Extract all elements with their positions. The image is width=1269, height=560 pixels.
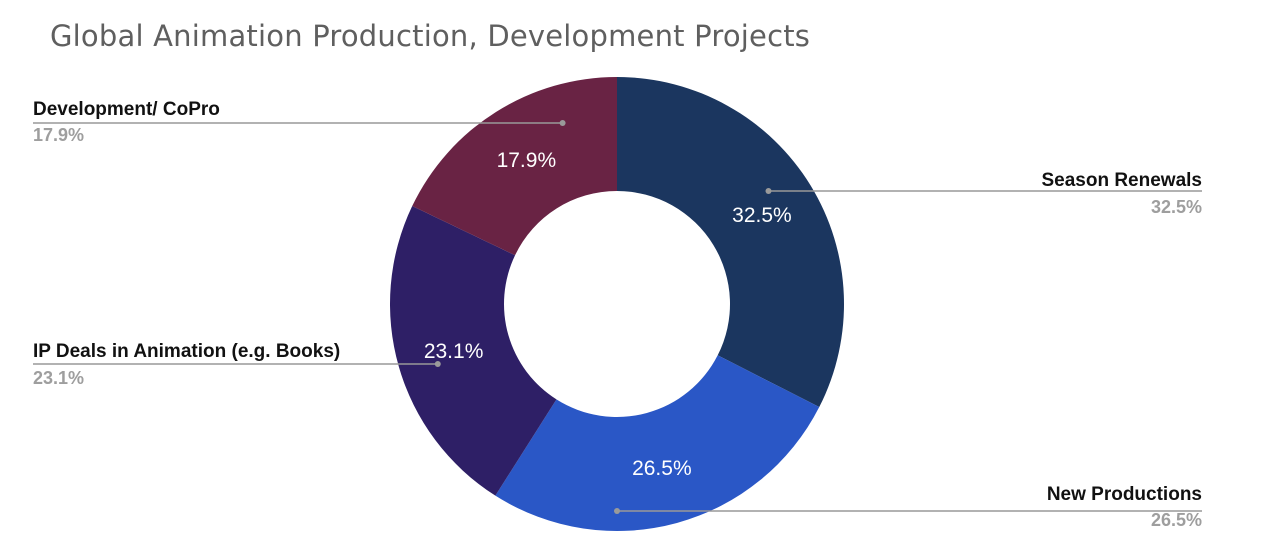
outer-label-new-productions: New Productions: [1047, 484, 1202, 505]
leader-dot-ip-deals-in-animation-e-g-books: [434, 361, 441, 367]
slice-development-copro: [412, 77, 617, 256]
outer-label-development-copro: Development/ CoPro: [33, 99, 220, 120]
outer-label-season-renewals: Season Renewals: [1041, 170, 1202, 191]
outer-label-ip-deals-in-animation-e-g-books: IP Deals in Animation (e.g. Books): [33, 341, 340, 362]
slice-label-new-productions: 26.5%: [632, 457, 692, 480]
slice-label-ip-deals-in-animation-e-g-books: 23.1%: [424, 340, 484, 363]
slice-new-productions: [495, 355, 820, 531]
slice-ip-deals-in-animation-e-g-books: [389, 206, 557, 496]
slice-label-season-renewals: 32.5%: [732, 204, 792, 227]
outer-value-new-productions: 26.5%: [1151, 510, 1202, 530]
leader-dot-new-productions: [614, 508, 620, 514]
leader-dot-season-renewals: [765, 188, 772, 194]
leader-dot-development-copro: [559, 120, 566, 126]
outer-value-ip-deals-in-animation-e-g-books: 23.1%: [33, 368, 84, 388]
slice-label-development-copro: 17.9%: [497, 149, 557, 172]
chart-title: Global Animation Production, Development…: [50, 19, 811, 53]
outer-value-development-copro: 17.9%: [33, 125, 84, 145]
outer-value-season-renewals: 32.5%: [1151, 197, 1202, 217]
slice-season-renewals: [617, 77, 844, 408]
